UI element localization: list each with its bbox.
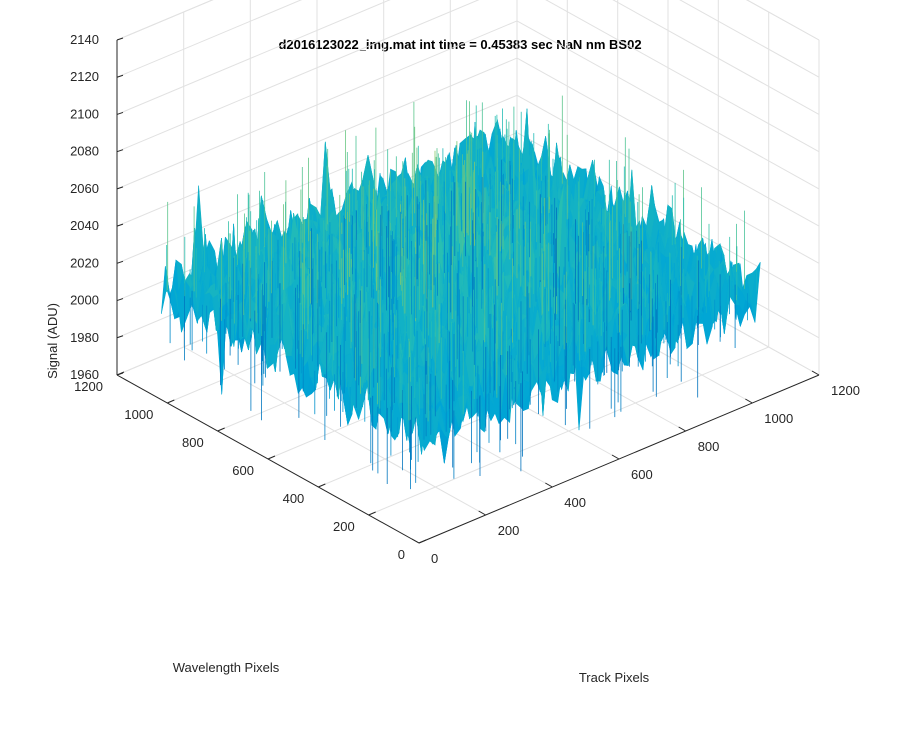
grid-line	[116, 0, 303, 78]
grid-line	[516, 20, 820, 190]
box-edge	[116, 0, 214, 41]
grid-line	[679, 0, 820, 78]
grid-line	[368, 346, 769, 516]
grid-line	[116, 94, 518, 264]
grid-line	[516, 57, 820, 227]
grid-line	[116, 0, 391, 115]
grid-line	[545, 0, 820, 153]
grid-line	[116, 57, 518, 227]
grid-line	[612, 0, 820, 115]
surface-layer	[161, 95, 761, 490]
surface-patch	[414, 393, 425, 451]
grid-line	[116, 20, 518, 190]
grid-line	[516, 94, 820, 264]
box-edge	[746, 0, 820, 41]
grid-line	[116, 0, 480, 153]
